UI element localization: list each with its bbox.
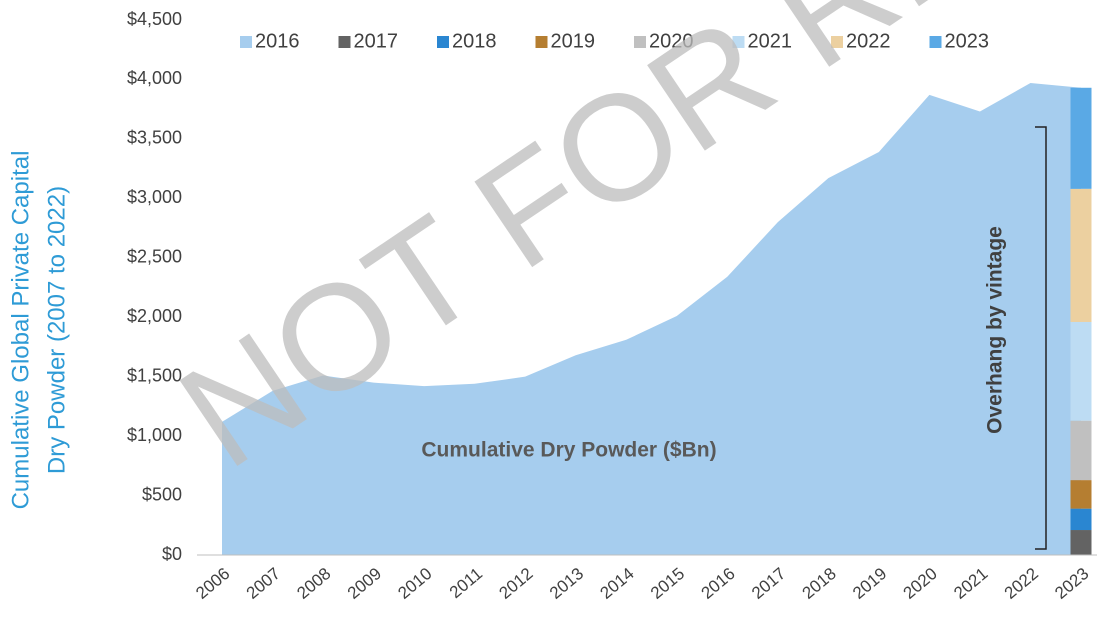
legend-swatch — [338, 36, 351, 48]
x-tick-label: 2006 — [192, 564, 233, 603]
legend-swatch — [732, 36, 745, 48]
x-tick-label: 2011 — [446, 564, 486, 602]
x-tick-label: 2017 — [748, 564, 789, 603]
x-tick-label: 2015 — [647, 564, 688, 603]
legend-label: 2022 — [846, 30, 891, 52]
y-tick-label: $2,000 — [127, 306, 182, 326]
y-tick-label: $1,000 — [127, 425, 182, 445]
legend-label: 2020 — [649, 30, 694, 52]
bracket — [1035, 126, 1047, 550]
y-tick-label: $3,000 — [127, 187, 182, 207]
x-tick-label: 2022 — [1001, 564, 1042, 603]
x-tick-label: 2018 — [799, 564, 840, 603]
legend-swatch — [929, 36, 942, 48]
annotation: Cumulative Dry Powder ($Bn) — [421, 439, 716, 462]
x-tick-label: 2007 — [243, 564, 284, 603]
y-tick-label: $500 — [142, 484, 182, 504]
y-tick-label: $4,500 — [127, 9, 182, 29]
x-tick-label: 2019 — [849, 564, 890, 603]
x-tick-label: 2009 — [344, 564, 385, 603]
x-tick-label: 2013 — [546, 564, 587, 603]
legend-swatch — [831, 36, 843, 48]
legend-label: 2017 — [354, 30, 399, 52]
y-tick-label: $1,500 — [127, 365, 182, 385]
legend-label: 2019 — [551, 30, 596, 52]
legend-label: 2016 — [255, 30, 300, 52]
x-tick-label: 2012 — [495, 564, 536, 603]
legend-label: 2018 — [452, 30, 497, 52]
bar-segment — [1070, 321, 1092, 421]
x-tick-label: 2016 — [698, 564, 739, 603]
bar-segment — [1070, 87, 1092, 189]
bar-segment — [1070, 420, 1092, 481]
legend-swatch — [240, 36, 252, 48]
bar-segment — [1070, 480, 1092, 509]
y-tick-label: $2,500 — [127, 247, 182, 267]
legend-swatch — [634, 36, 646, 48]
area — [222, 83, 1081, 555]
y-axis-title: Cumulative Global Private Capital — [7, 151, 34, 510]
y-tick-label: $0 — [162, 544, 182, 564]
x-tick-label: 2010 — [394, 564, 435, 603]
x-tick-label: 2021 — [950, 564, 991, 603]
legend-label: 2023 — [945, 30, 990, 52]
legend-swatch — [535, 36, 548, 48]
bar-segment — [1070, 188, 1092, 322]
bar-segment — [1070, 530, 1092, 555]
x-tick-label: 2014 — [596, 564, 637, 603]
y-tick-label: $4,000 — [127, 68, 182, 88]
x-tick-label: 2023 — [1051, 564, 1092, 603]
x-tick-label: 2008 — [293, 564, 334, 603]
bar-segment — [1070, 508, 1092, 531]
legend-swatch — [437, 36, 449, 48]
annotation: Overhang by vintage — [984, 226, 1007, 434]
y-axis-title: Dry Powder (2007 to 2022) — [43, 186, 70, 474]
y-tick-label: $3,500 — [127, 128, 182, 148]
x-tick-label: 2020 — [900, 564, 941, 603]
legend-label: 2021 — [748, 30, 793, 52]
